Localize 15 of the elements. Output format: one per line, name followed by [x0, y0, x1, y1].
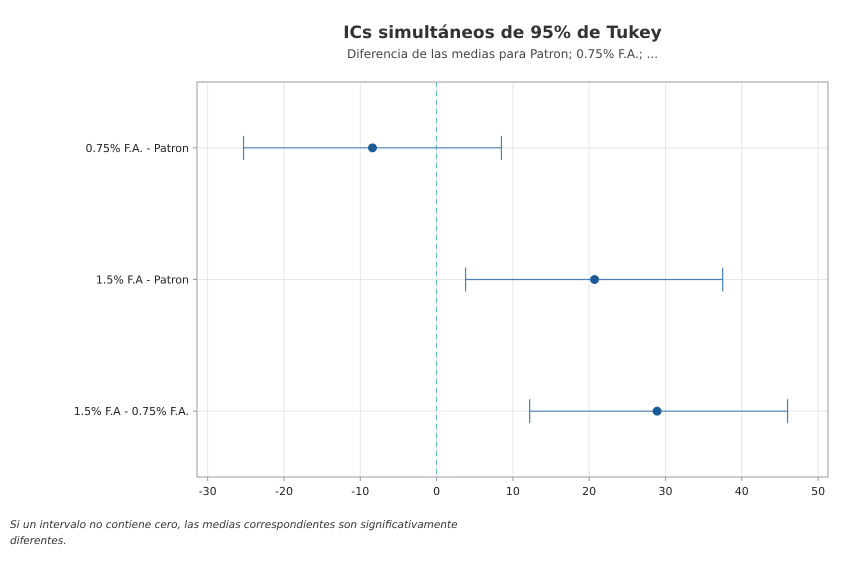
x-tick-label: 30	[658, 485, 672, 498]
text: Si un intervalo no contiene cero, las medias correspondientes son significativamente diferentes.	[10, 519, 458, 547]
x-tick-label: -20	[274, 485, 293, 498]
x-tick-label: 20	[582, 485, 596, 498]
y-tick-label: 1.5% F.A - 0.75% F.A.	[74, 405, 189, 418]
chart-subtitle: Diferencia de las medias para Patron; 0.75% F.A.; ...	[346, 47, 658, 61]
y-tick-label: 0.75% F.A. - Patron	[86, 142, 190, 155]
x-tick-label: -30	[198, 485, 217, 498]
y-tick-label: 1.5% F.A - Patron	[96, 274, 190, 286]
x-tick-label: 50	[811, 485, 826, 498]
x-tick-label: -10	[351, 485, 370, 498]
chart-title: ICs simultáneos de 95% de Tukey	[343, 23, 662, 43]
x-tick-label: 0	[433, 485, 440, 498]
x-tick-label: 10	[506, 485, 520, 498]
x-tick-label: 40	[734, 485, 749, 498]
